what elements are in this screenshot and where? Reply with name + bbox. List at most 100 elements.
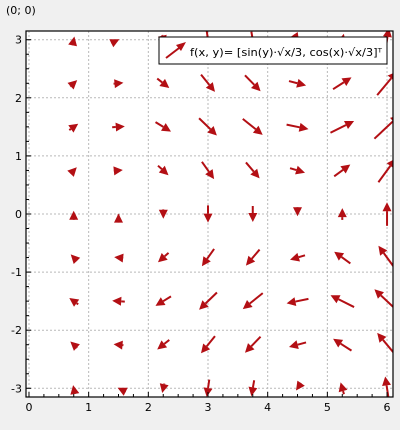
x-tick-label: 6 (384, 401, 391, 414)
vector-arrow (114, 253, 124, 263)
y-tick-label: 0 (15, 208, 22, 221)
vector-arrow (109, 39, 120, 48)
vector-arrowhead (114, 213, 123, 223)
vector-arrowhead (382, 376, 391, 386)
vector-arrowhead (341, 77, 352, 86)
vector-arrow-shaft (244, 74, 255, 86)
x-tick-label: 4 (264, 401, 271, 414)
vector-arrow-shaft (340, 256, 351, 265)
vector-arrowhead (70, 341, 80, 351)
vector-arrow (69, 210, 79, 220)
vector-arrow (155, 295, 172, 306)
vector-arrow-shaft (154, 121, 164, 128)
vector-arrow-shaft (340, 342, 353, 352)
vector-arrow (112, 122, 125, 132)
vector-arrow (377, 332, 393, 354)
vector-arrow-shaft (204, 291, 218, 305)
y-tick-label: -3 (11, 382, 22, 395)
vector-arrowhead (251, 81, 261, 92)
vector-arrow (113, 340, 124, 350)
vector-arrowhead (109, 39, 120, 48)
vector-arrowhead (207, 126, 217, 136)
vector-arrowhead (117, 387, 128, 396)
vector-arrow (198, 117, 217, 136)
vector-arrow (158, 209, 168, 219)
vector-arrow-shaft (206, 248, 215, 260)
vector-arrow-shaft (330, 124, 347, 134)
y-tick-label: 1 (15, 150, 22, 163)
vector-arrow-shaft (200, 74, 211, 86)
vector-arrow (69, 298, 80, 307)
vector-arrow-shaft (251, 248, 261, 260)
vector-arrowhead (245, 343, 255, 353)
vector-arrowhead (337, 208, 347, 218)
vector-arrowhead (340, 164, 351, 174)
vector-arrow (333, 164, 351, 178)
vector-arrow (376, 73, 393, 96)
vector-arrow (289, 165, 305, 175)
vector-arrowhead (252, 125, 263, 135)
vector-arrow (201, 248, 215, 267)
vector-arrowhead (70, 254, 81, 264)
vector-arrow-shaft (205, 335, 216, 347)
vector-arrow-shaft (163, 252, 170, 258)
vector-arrowhead (201, 256, 211, 267)
vector-arrow-shaft (157, 164, 163, 170)
vector-arrow (159, 383, 169, 393)
vector-arrow (244, 74, 261, 92)
vector-arrowhead (113, 340, 123, 350)
vector-arrow (377, 159, 393, 183)
y-tick-label: -1 (11, 266, 22, 279)
vector-arrowhead (68, 123, 79, 133)
vector-arrow (245, 248, 261, 266)
vector-arrowhead (334, 251, 345, 261)
vector-arrow-shaft (242, 118, 257, 131)
vector-arrow-shaft (156, 77, 163, 84)
vector-arrowhead (69, 210, 79, 220)
vector-arrowhead (114, 253, 124, 263)
y-tick-label: 3 (15, 34, 22, 47)
x-tick-label: 3 (205, 401, 212, 414)
vector-arrowhead (70, 385, 80, 395)
vector-arrowhead (248, 213, 258, 222)
vector-arrow (296, 380, 305, 391)
vector-arrow (330, 121, 355, 134)
vector-arrow-shaft (162, 295, 172, 303)
vector-arrow-shaft (382, 339, 393, 354)
vector-arrowhead (386, 159, 393, 168)
vector-arrow (373, 117, 393, 140)
vector-arrowhead (203, 213, 213, 223)
vector-arrow (117, 387, 128, 396)
vector-arrowhead (293, 207, 302, 217)
vector-arrow-shaft (382, 252, 393, 268)
vector-arrow-shaft (373, 120, 393, 140)
vector-arrow (154, 121, 171, 132)
vector-arrow (67, 80, 78, 90)
vector-arrowhead (159, 78, 170, 88)
vector-arrow (290, 252, 306, 262)
vector-arrow-shaft (332, 81, 345, 91)
vector-arrowhead (374, 289, 384, 299)
vector-arrow (337, 208, 347, 220)
vector-arrow-shaft (298, 254, 306, 259)
vector-arrowhead (296, 78, 307, 88)
vector-arrow (203, 205, 213, 223)
x-tick-label: 5 (324, 401, 331, 414)
vector-arrow-shaft (250, 336, 262, 347)
vector-arrow-shaft (288, 80, 298, 85)
vector-arrow-shaft (295, 297, 309, 303)
x-tick-label: 1 (85, 401, 92, 414)
vector-arrow (114, 213, 123, 223)
x-tick-label: 2 (145, 401, 152, 414)
vector-arrow (248, 380, 258, 397)
axis-ticks: 0 1 2 3 4 5 6 -3 -2 -1 0 1 2 3 (11, 34, 391, 414)
vector-arrow-shaft (333, 169, 344, 178)
vector-arrow (286, 122, 309, 132)
vector-arrowhead (344, 121, 355, 129)
vector-arrow-shaft (376, 77, 392, 96)
vector-arrow (157, 339, 170, 350)
vector-arrowhead (333, 338, 344, 348)
legend-label: f(x, y)= [sin(y)·√x/3, cos(x)·√x/3]ᵀ (190, 46, 383, 59)
vector-arrowhead (330, 295, 341, 304)
